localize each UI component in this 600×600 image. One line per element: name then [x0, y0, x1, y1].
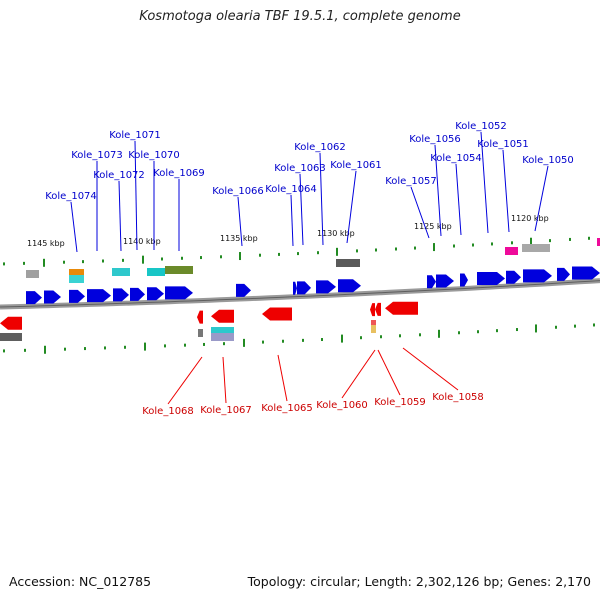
forward-gene-arrow — [338, 279, 361, 293]
feature-block — [211, 327, 234, 335]
gene-label: Kole_1072 — [93, 170, 145, 181]
gene-leader-line — [319, 152, 324, 246]
forward-gene-arrow — [87, 289, 111, 303]
gene-label: Kole_1073 — [71, 150, 123, 161]
feature-block — [198, 329, 203, 337]
accession-label: Accession: NC_012785 — [9, 574, 152, 589]
gene-label: Kole_1066 — [212, 186, 264, 197]
gene-leader-line — [277, 354, 288, 402]
reverse-gene-arrow — [385, 301, 418, 315]
forward-gene-arrow — [147, 287, 164, 301]
forward-gene-arrow — [506, 270, 521, 284]
gene-label: Kole_1052 — [455, 121, 507, 132]
feature-block — [371, 320, 376, 328]
forward-gene-arrow — [130, 287, 145, 301]
gene-leader-line — [118, 180, 122, 252]
forward-gene-arrow — [557, 267, 570, 281]
forward-gene-arrow — [26, 291, 42, 305]
feature-block — [69, 275, 84, 283]
gene-leader-line — [222, 356, 227, 404]
scale-label: 1145 kbp — [27, 239, 65, 248]
gene-label: Kole_1057 — [385, 176, 437, 187]
gene-label: Kole_1068 — [142, 406, 194, 417]
reverse-gene-arrow — [370, 303, 375, 317]
feature-block — [26, 270, 39, 278]
gene-leader-line — [402, 347, 459, 391]
feature-block — [112, 268, 130, 276]
reverse-gene-arrow — [0, 316, 22, 330]
gene-leader-line — [502, 149, 510, 233]
reverse-gene-arrow — [262, 307, 292, 321]
forward-gene-arrow — [297, 281, 311, 295]
feature-block — [371, 325, 376, 333]
feature-block — [147, 268, 165, 276]
gene-label: Kole_1054 — [430, 153, 482, 164]
gene-label: Kole_1074 — [45, 191, 97, 202]
reverse-gene-arrow — [375, 302, 381, 316]
forward-gene-arrow — [436, 274, 454, 288]
gene-leader-line — [70, 201, 78, 253]
forward-gene-arrow — [523, 269, 552, 283]
feature-block — [165, 266, 193, 274]
feature-block — [522, 244, 550, 252]
gene-leader-line — [341, 349, 376, 399]
forward-gene-arrow — [460, 273, 468, 287]
gene-label: Kole_1062 — [294, 142, 346, 153]
forward-gene-arrow — [113, 288, 129, 302]
gene-leader-line — [299, 173, 304, 246]
forward-gene-arrow — [44, 290, 61, 304]
scale-label: 1140 kbp — [123, 237, 161, 246]
gene-label: Kole_1060 — [316, 400, 368, 411]
feature-block — [336, 259, 360, 267]
forward-gene-arrow — [69, 289, 85, 303]
feature-block — [211, 333, 234, 341]
gene-label: Kole_1065 — [261, 403, 313, 414]
genome-summary: Topology: circular; Length: 2,302,126 bp… — [247, 574, 591, 589]
gene-leader-line — [167, 356, 203, 405]
gene-label: Kole_1064 — [265, 184, 317, 195]
forward-gene-arrow — [236, 283, 251, 297]
gene-leader-line — [455, 163, 462, 236]
gene-label: Kole_1056 — [409, 134, 461, 145]
gene-label: Kole_1050 — [522, 155, 574, 166]
scale-label: 1125 kbp — [414, 222, 452, 231]
gene-leader-line — [410, 186, 430, 239]
gene-leader-line — [534, 165, 549, 232]
gene-leader-line — [377, 349, 401, 396]
feature-block — [69, 269, 84, 277]
forward-gene-arrow — [427, 275, 436, 289]
reverse-gene-arrow — [211, 309, 234, 323]
scale-label: 1120 kbp — [511, 214, 549, 223]
gene-leader-line — [480, 131, 489, 234]
gene-label: Kole_1063 — [274, 163, 326, 174]
forward-gene-arrow — [293, 281, 297, 295]
reverse-gene-arrow — [197, 310, 203, 324]
feature-block — [0, 333, 22, 341]
gene-label: Kole_1071 — [109, 130, 161, 141]
gene-label: Kole_1059 — [374, 397, 426, 408]
gene-leader-line — [346, 170, 357, 244]
gene-label: Kole_1051 — [477, 139, 529, 150]
scale-label: 1130 kbp — [317, 229, 355, 238]
gene-label: Kole_1070 — [128, 150, 180, 161]
scale-label: 1135 kbp — [220, 234, 258, 243]
gene-label: Kole_1069 — [153, 168, 205, 179]
gene-label: Kole_1061 — [330, 160, 382, 171]
genome-backbone-edge — [0, 280, 600, 308]
forward-gene-arrow — [165, 286, 193, 300]
forward-gene-arrow — [316, 280, 336, 294]
gene-leader-line — [434, 144, 442, 237]
page-title: Kosmotoga olearia TBF 19.5.1, complete g… — [139, 9, 461, 24]
forward-gene-arrow — [477, 272, 505, 286]
gene-leader-line — [134, 140, 138, 251]
gene-label: Kole_1058 — [432, 392, 484, 403]
feature-block — [597, 238, 600, 246]
feature-block — [505, 247, 518, 255]
gene-leader-line — [290, 194, 294, 247]
gene-label: Kole_1067 — [200, 405, 252, 416]
gene-leader-line — [237, 196, 243, 247]
forward-gene-arrow — [572, 266, 600, 280]
